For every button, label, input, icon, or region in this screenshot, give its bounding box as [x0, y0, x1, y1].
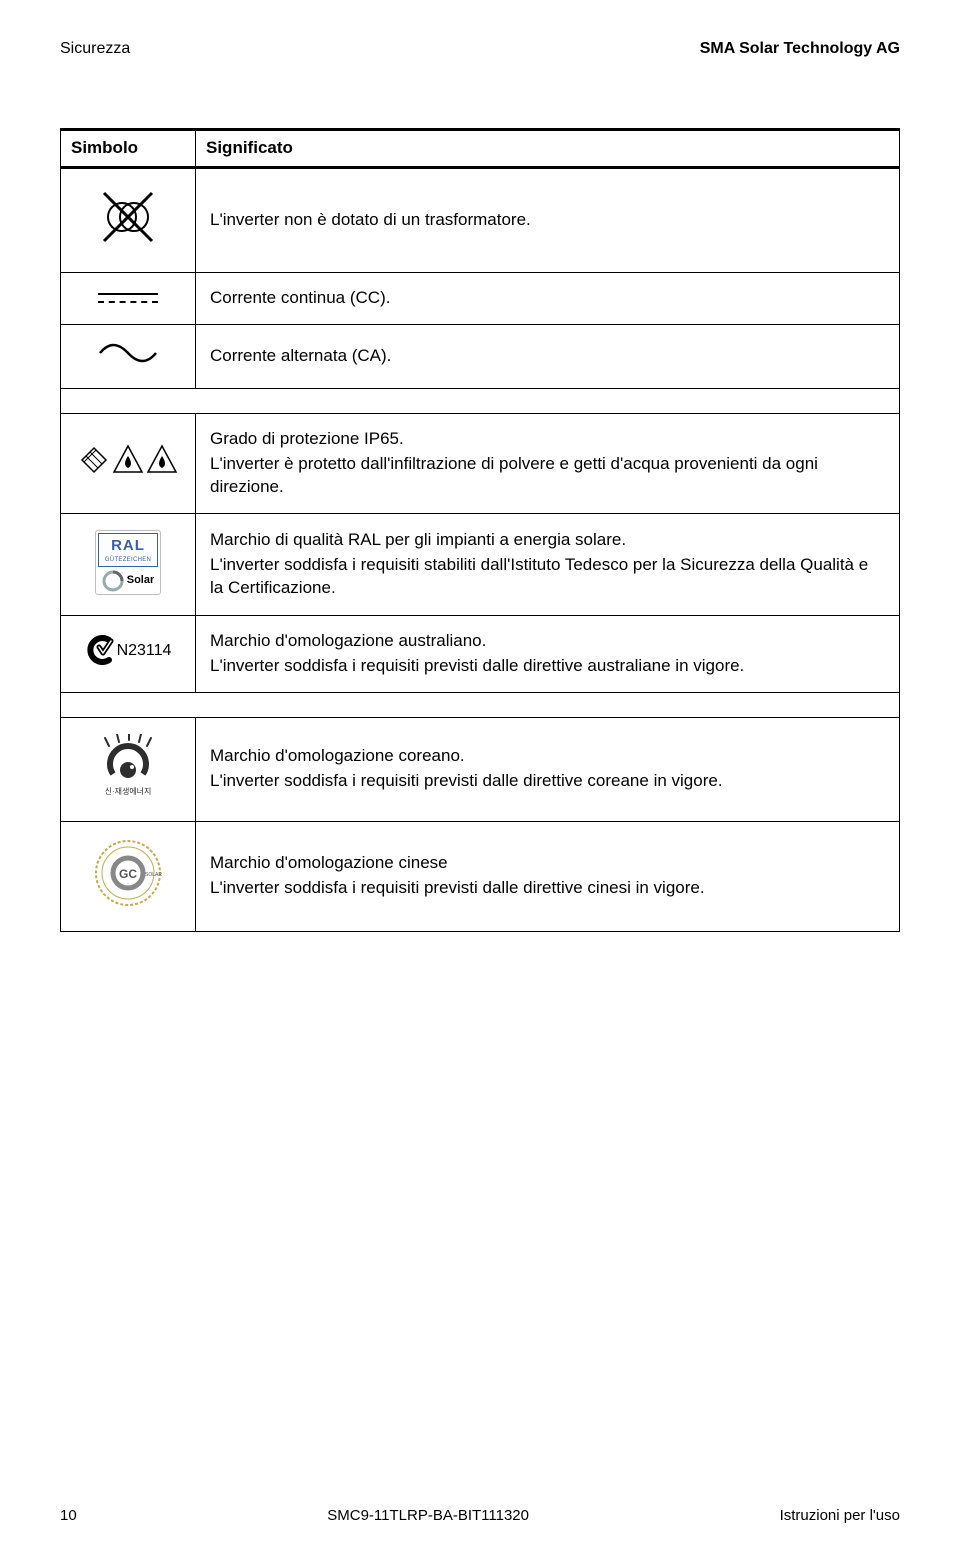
col-symbol-header: Simbolo: [61, 130, 196, 168]
doc-id: SMC9-11TLRP-BA-BIT111320: [327, 1507, 529, 1524]
table-row: Corrente alternata (CA).: [61, 324, 900, 388]
dc-icon: [69, 293, 187, 303]
meaning-text: Marchio d'omologazione coreano.: [210, 745, 885, 768]
page-footer: 10 SMC9-11TLRP-BA-BIT111320 Istruzioni p…: [60, 1507, 900, 1524]
symbols-table: Simbolo Significato L'inverter non è dot…: [60, 128, 900, 932]
svg-text:신·재생에너지: 신·재생에너지: [105, 786, 152, 796]
meaning-text: Corrente continua (CC).: [210, 287, 885, 310]
ral-solar-text: Solar: [127, 573, 155, 588]
ac-icon: [98, 341, 158, 365]
table-row: L'inverter non è dotato di un trasformat…: [61, 167, 900, 272]
meaning-text: L'inverter non è dotato di un trasformat…: [210, 209, 885, 232]
svg-text:GC: GC: [119, 867, 137, 881]
table-row: 신·재생에너지 Marchio d'omologazione coreano. …: [61, 717, 900, 821]
ral-solar-icon: RAL GÜTEZEICHEN Solar: [95, 530, 161, 595]
meaning-text: Marchio di qualità RAL per gli impianti …: [210, 529, 885, 552]
ral-c-icon: [102, 570, 124, 592]
meaning-text: Grado di protezione IP65.: [210, 428, 885, 451]
meaning-text: L'inverter è protetto dall'infiltrazione…: [210, 453, 885, 499]
table-row: GC SOLAR Marchio d'omologazione cinese L…: [61, 821, 900, 931]
col-meaning-header: Significato: [196, 130, 900, 168]
meaning-text: Marchio d'omologazione cinese: [210, 852, 885, 875]
page-number: 10: [60, 1507, 77, 1524]
meaning-text: Corrente alternata (CA).: [210, 345, 885, 368]
china-mark-icon: GC SOLAR: [93, 838, 163, 908]
korea-mark-icon: 신·재생에너지: [99, 734, 157, 798]
meaning-text: L'inverter soddisfa i requisiti stabilit…: [210, 554, 885, 600]
meaning-text: L'inverter soddisfa i requisiti previsti…: [210, 770, 885, 793]
meaning-text: L'inverter soddisfa i requisiti previsti…: [210, 877, 885, 900]
header-section: Sicurezza: [60, 40, 130, 58]
ctick-icon: [85, 635, 115, 665]
table-row: N23114 Marchio d'omologazione australian…: [61, 615, 900, 692]
ral-sublabel: GÜTEZEICHEN: [105, 556, 151, 564]
footer-right: Istruzioni per l'uso: [780, 1507, 900, 1524]
ip65-icon: [78, 440, 178, 480]
table-row: Grado di protezione IP65. L'inverter è p…: [61, 413, 900, 513]
ral-label: RAL: [105, 536, 151, 556]
ctick-number: N23114: [117, 640, 172, 662]
table-row: RAL GÜTEZEICHEN Solar Marchio di qualità…: [61, 513, 900, 615]
header-company: SMA Solar Technology AG: [700, 40, 900, 58]
table-row: Corrente continua (CC).: [61, 272, 900, 324]
meaning-text: L'inverter soddisfa i requisiti previsti…: [210, 655, 885, 678]
svg-text:SOLAR: SOLAR: [145, 872, 162, 878]
no-transformer-icon: [96, 185, 160, 249]
page-header: Sicurezza SMA Solar Technology AG: [60, 40, 900, 58]
meaning-text: Marchio d'omologazione australiano.: [210, 630, 885, 653]
